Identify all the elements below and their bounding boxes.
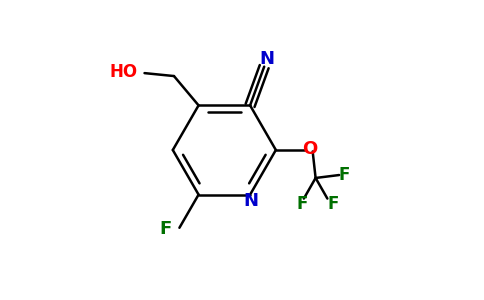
Text: N: N bbox=[259, 50, 274, 68]
Text: F: F bbox=[296, 195, 308, 213]
Text: F: F bbox=[327, 195, 338, 213]
Text: F: F bbox=[160, 220, 172, 238]
Text: HO: HO bbox=[109, 63, 137, 81]
Text: N: N bbox=[243, 192, 258, 210]
Text: F: F bbox=[338, 166, 349, 184]
Text: O: O bbox=[302, 140, 318, 158]
